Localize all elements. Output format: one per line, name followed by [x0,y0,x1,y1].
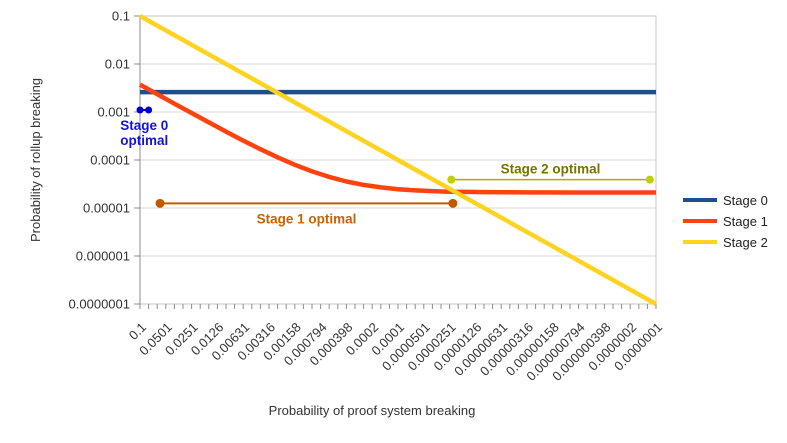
y-tick-label: 0.0001 [90,153,130,168]
annotation-dot-stage-0-optimal [136,106,144,114]
legend-swatch-stage-1 [683,219,717,223]
series-line-stage-2 [138,14,658,306]
y-tick-label: 0.1 [112,9,130,24]
annotation-label-stage-2-optimal: Stage 2 optimal [501,162,601,177]
annotation-label-stage-1-optimal: Stage 1 optimal [257,211,357,226]
y-tick-label: 0.000001 [76,249,130,264]
legend-item-stage-2: Stage 2 [683,234,768,250]
y-tick-label: 0.0000001 [69,297,130,312]
annotation-dot-stage-2-optimal [447,175,456,184]
y-tick-label: 0.00001 [83,201,130,216]
legend-label-stage-1: Stage 1 [723,213,768,229]
legend-item-stage-0: Stage 0 [683,192,768,208]
y-tick-label: 0.01 [105,57,130,72]
legend-swatch-stage-2 [683,240,717,244]
x-axis-title: Probability of proof system breaking [268,403,476,418]
annotation-label-stage-0-optimal: optimal [120,133,168,148]
y-axis-title: Probability of rollup breaking [28,77,43,243]
legend-swatch-stage-0 [683,198,717,202]
legend-label-stage-2: Stage 2 [723,234,768,250]
legend-item-stage-1: Stage 1 [683,213,768,229]
annotation-label-stage-0-optimal: Stage 0 [120,118,168,133]
annotation-dot-stage-2-optimal [645,175,654,184]
legend-label-stage-0: Stage 0 [723,192,768,208]
series-line-stage-1 [138,82,656,195]
annotation-dot-stage-1-optimal [448,198,458,208]
annotation-dot-stage-1-optimal [155,198,165,208]
annotation-dot-stage-0-optimal [145,106,153,114]
y-tick-label: 0.001 [97,105,130,120]
legend: Stage 0 Stage 1 Stage 2 [683,193,768,256]
